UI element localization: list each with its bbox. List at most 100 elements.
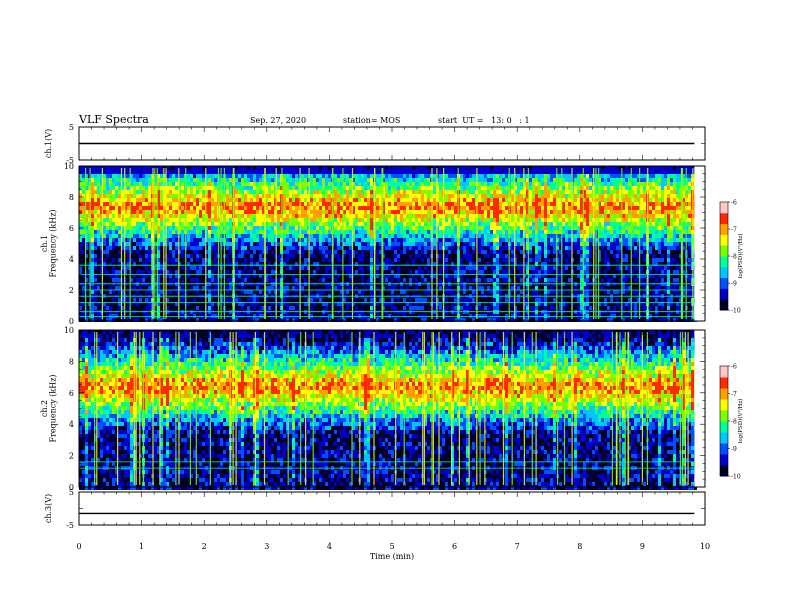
heat-cell — [370, 286, 373, 290]
heat-cell — [301, 242, 304, 246]
heat-cell — [238, 198, 241, 202]
heat-cell — [319, 278, 322, 282]
heat-cell — [448, 210, 451, 214]
start-time-label: start UT = 13: 0 : 1 — [438, 116, 530, 125]
heat-cell — [235, 182, 238, 186]
heat-cell — [358, 182, 361, 186]
heat-cell — [190, 206, 193, 210]
heat-cell — [214, 242, 217, 246]
heat-cell — [388, 246, 391, 250]
heat-cell — [427, 174, 430, 178]
heat-cell — [412, 182, 415, 186]
heat-cell — [394, 190, 397, 194]
heat-cell — [286, 226, 289, 230]
heat-cell — [109, 202, 112, 206]
heat-cell — [112, 226, 115, 230]
heat-cell — [346, 218, 349, 222]
heat-cell — [355, 210, 358, 214]
heat-cell — [256, 210, 259, 214]
heat-cell — [445, 214, 448, 218]
heat-cell — [214, 278, 217, 282]
heat-cell — [247, 254, 250, 258]
heat-cell — [301, 222, 304, 226]
heat-cell — [193, 198, 196, 202]
heat-cell — [346, 250, 349, 254]
heat-cell — [271, 226, 274, 230]
heat-cell — [334, 186, 337, 190]
heat-cell — [94, 258, 97, 262]
heat-cell — [199, 210, 202, 214]
heat-cell — [106, 286, 109, 290]
heat-cell — [397, 198, 400, 202]
heat-cell — [397, 230, 400, 234]
heat-cell — [181, 226, 184, 230]
heat-cell — [355, 290, 358, 294]
heat-cell — [196, 194, 199, 198]
heat-cell — [391, 214, 394, 218]
heat-cell — [367, 182, 370, 186]
heat-cell — [361, 246, 364, 250]
heat-cell — [289, 218, 292, 222]
heat-cell — [439, 182, 442, 186]
heat-cell — [409, 230, 412, 234]
heat-cell — [187, 306, 190, 310]
heat-cell — [433, 254, 436, 258]
heat-cell — [196, 298, 199, 302]
heat-cell — [310, 250, 313, 254]
heat-cell — [439, 186, 442, 190]
heat-cell — [370, 242, 373, 246]
heat-cell — [145, 270, 148, 274]
heat-cell — [346, 278, 349, 282]
heat-cell — [337, 254, 340, 258]
heat-cell — [199, 222, 202, 226]
heat-cell — [229, 238, 232, 242]
heat-cell — [208, 186, 211, 190]
heat-cell — [325, 266, 328, 270]
heat-cell — [448, 270, 451, 274]
heat-cell — [400, 234, 403, 238]
heat-cell — [145, 234, 148, 238]
heat-cell — [118, 182, 121, 186]
heat-cell — [319, 174, 322, 178]
heat-cell — [448, 194, 451, 198]
heat-cell — [112, 194, 115, 198]
heat-cell — [433, 218, 436, 222]
heat-cell — [256, 298, 259, 302]
heat-cell — [175, 246, 178, 250]
heat-cell — [415, 206, 418, 210]
heat-cell — [145, 206, 148, 210]
heat-cell — [391, 166, 394, 170]
heat-cell — [451, 206, 454, 210]
heat-cell — [445, 174, 448, 178]
heat-cell — [109, 178, 112, 182]
heat-cell — [253, 298, 256, 302]
heat-cell — [301, 230, 304, 234]
heat-cell — [94, 186, 97, 190]
heat-cell — [346, 174, 349, 178]
heat-cell — [115, 186, 118, 190]
heat-cell — [106, 234, 109, 238]
heat-cell — [349, 266, 352, 270]
heat-cell — [160, 254, 163, 258]
heat-cell — [127, 242, 130, 246]
heat-cell — [127, 218, 130, 222]
heat-cell — [271, 306, 274, 310]
heat-cell — [358, 246, 361, 250]
heat-cell — [403, 194, 406, 198]
heat-cell — [424, 190, 427, 194]
heat-cell — [451, 182, 454, 186]
heat-cell — [337, 266, 340, 270]
heat-cell — [175, 218, 178, 222]
heat-cell — [427, 290, 430, 294]
heat-cell — [190, 182, 193, 186]
heat-cell — [370, 206, 373, 210]
heat-cell — [202, 254, 205, 258]
heat-cell — [208, 222, 211, 226]
heat-cell — [427, 278, 430, 282]
heat-cell — [292, 222, 295, 226]
heat-cell — [451, 298, 454, 302]
heat-cell — [310, 238, 313, 242]
heat-cell — [415, 254, 418, 258]
heat-cell — [91, 286, 94, 290]
heat-cell — [91, 202, 94, 206]
